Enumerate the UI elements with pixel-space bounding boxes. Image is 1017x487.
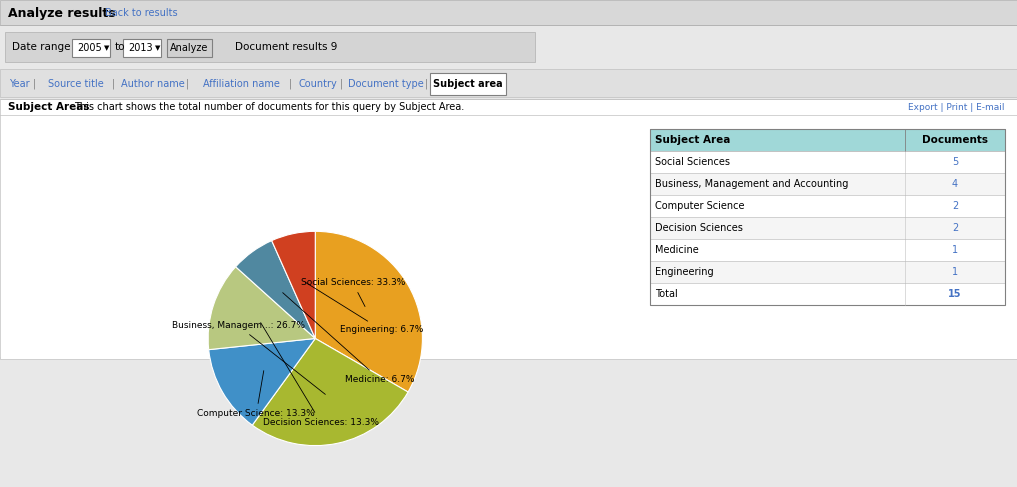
Bar (650, 129, 1005, 305)
Text: Engineering: 6.7%: Engineering: 6.7% (305, 282, 423, 335)
Text: |: | (289, 79, 292, 89)
Wedge shape (315, 231, 422, 392)
Text: to: to (115, 42, 125, 52)
Text: Document type: Document type (348, 79, 423, 89)
Text: 2005: 2005 (77, 43, 102, 53)
Text: Social Sciences: 33.3%: Social Sciences: 33.3% (301, 278, 405, 306)
Text: Year: Year (9, 79, 29, 89)
Bar (650, 217, 1005, 239)
Text: Documents: Documents (922, 135, 988, 145)
Text: Business, Management and Accounting: Business, Management and Accounting (655, 179, 848, 189)
Bar (5, 32, 535, 62)
Text: Document results 9: Document results 9 (235, 42, 338, 52)
Text: Engineering: Engineering (655, 267, 714, 277)
Text: 4: 4 (952, 179, 958, 189)
Text: 1: 1 (952, 267, 958, 277)
Bar (650, 239, 1005, 261)
Wedge shape (252, 338, 408, 446)
Text: Author name: Author name (121, 79, 184, 89)
Bar (430, 73, 506, 95)
Text: 2: 2 (952, 201, 958, 211)
Bar (167, 39, 212, 57)
Text: Analyze results: Analyze results (8, 6, 116, 19)
Wedge shape (208, 338, 315, 425)
Text: |: | (340, 79, 343, 89)
Text: 1: 1 (952, 245, 958, 255)
Text: |: | (33, 79, 36, 89)
Bar (650, 283, 1005, 305)
Text: Subject Areas: Subject Areas (8, 102, 89, 112)
Wedge shape (272, 231, 315, 338)
Wedge shape (236, 241, 315, 338)
Bar (72, 39, 110, 57)
Bar (0, 99, 1017, 357)
Bar (650, 261, 1005, 283)
Text: 2: 2 (952, 223, 958, 233)
Text: |: | (186, 79, 189, 89)
Bar (650, 151, 1005, 173)
Text: 15: 15 (948, 289, 962, 299)
Text: Medicine: Medicine (655, 245, 699, 255)
Text: Affiliation name: Affiliation name (202, 79, 280, 89)
Text: Social Sciences: Social Sciences (655, 157, 730, 167)
Text: Business, Managem...: 26.7%: Business, Managem...: 26.7% (172, 321, 325, 394)
Text: This chart shows the total number of documents for this query by Subject Area.: This chart shows the total number of doc… (74, 102, 464, 112)
Text: |: | (425, 79, 428, 89)
Text: |: | (112, 79, 115, 89)
Bar (650, 195, 1005, 217)
Text: Subject Area: Subject Area (655, 135, 730, 145)
Text: Computer Science: 13.3%: Computer Science: 13.3% (197, 371, 315, 418)
Text: Analyze: Analyze (170, 43, 208, 53)
Text: Decision Sciences: Decision Sciences (655, 223, 742, 233)
Text: ▼: ▼ (155, 45, 161, 51)
Text: Source title: Source title (48, 79, 104, 89)
Bar (650, 129, 1005, 151)
Text: Export | Print | E-mail: Export | Print | E-mail (908, 102, 1005, 112)
Text: 2013: 2013 (128, 43, 153, 53)
Text: Back to results: Back to results (105, 8, 178, 18)
Text: Subject area: Subject area (433, 79, 503, 89)
Text: Total: Total (655, 289, 677, 299)
Text: Country: Country (298, 79, 337, 89)
Bar (0, 69, 1017, 97)
Bar (123, 39, 161, 57)
Text: 5: 5 (952, 157, 958, 167)
Bar (650, 173, 1005, 195)
Text: ▼: ▼ (104, 45, 110, 51)
Bar (0, 99, 1017, 359)
Bar (0, 0, 1017, 25)
Text: Computer Science: Computer Science (655, 201, 744, 211)
Text: Medicine: 6.7%: Medicine: 6.7% (283, 293, 414, 384)
Text: Decision Sciences: 13.3%: Decision Sciences: 13.3% (260, 322, 378, 427)
Wedge shape (208, 267, 315, 350)
Text: Date range: Date range (12, 42, 70, 52)
